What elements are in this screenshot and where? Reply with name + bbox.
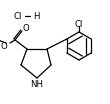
Text: Cl: Cl [75,20,83,28]
Text: H: H [33,12,39,20]
Text: O: O [1,41,7,51]
Text: O: O [23,24,29,33]
Text: Cl: Cl [14,12,22,20]
Text: NH: NH [30,80,44,90]
